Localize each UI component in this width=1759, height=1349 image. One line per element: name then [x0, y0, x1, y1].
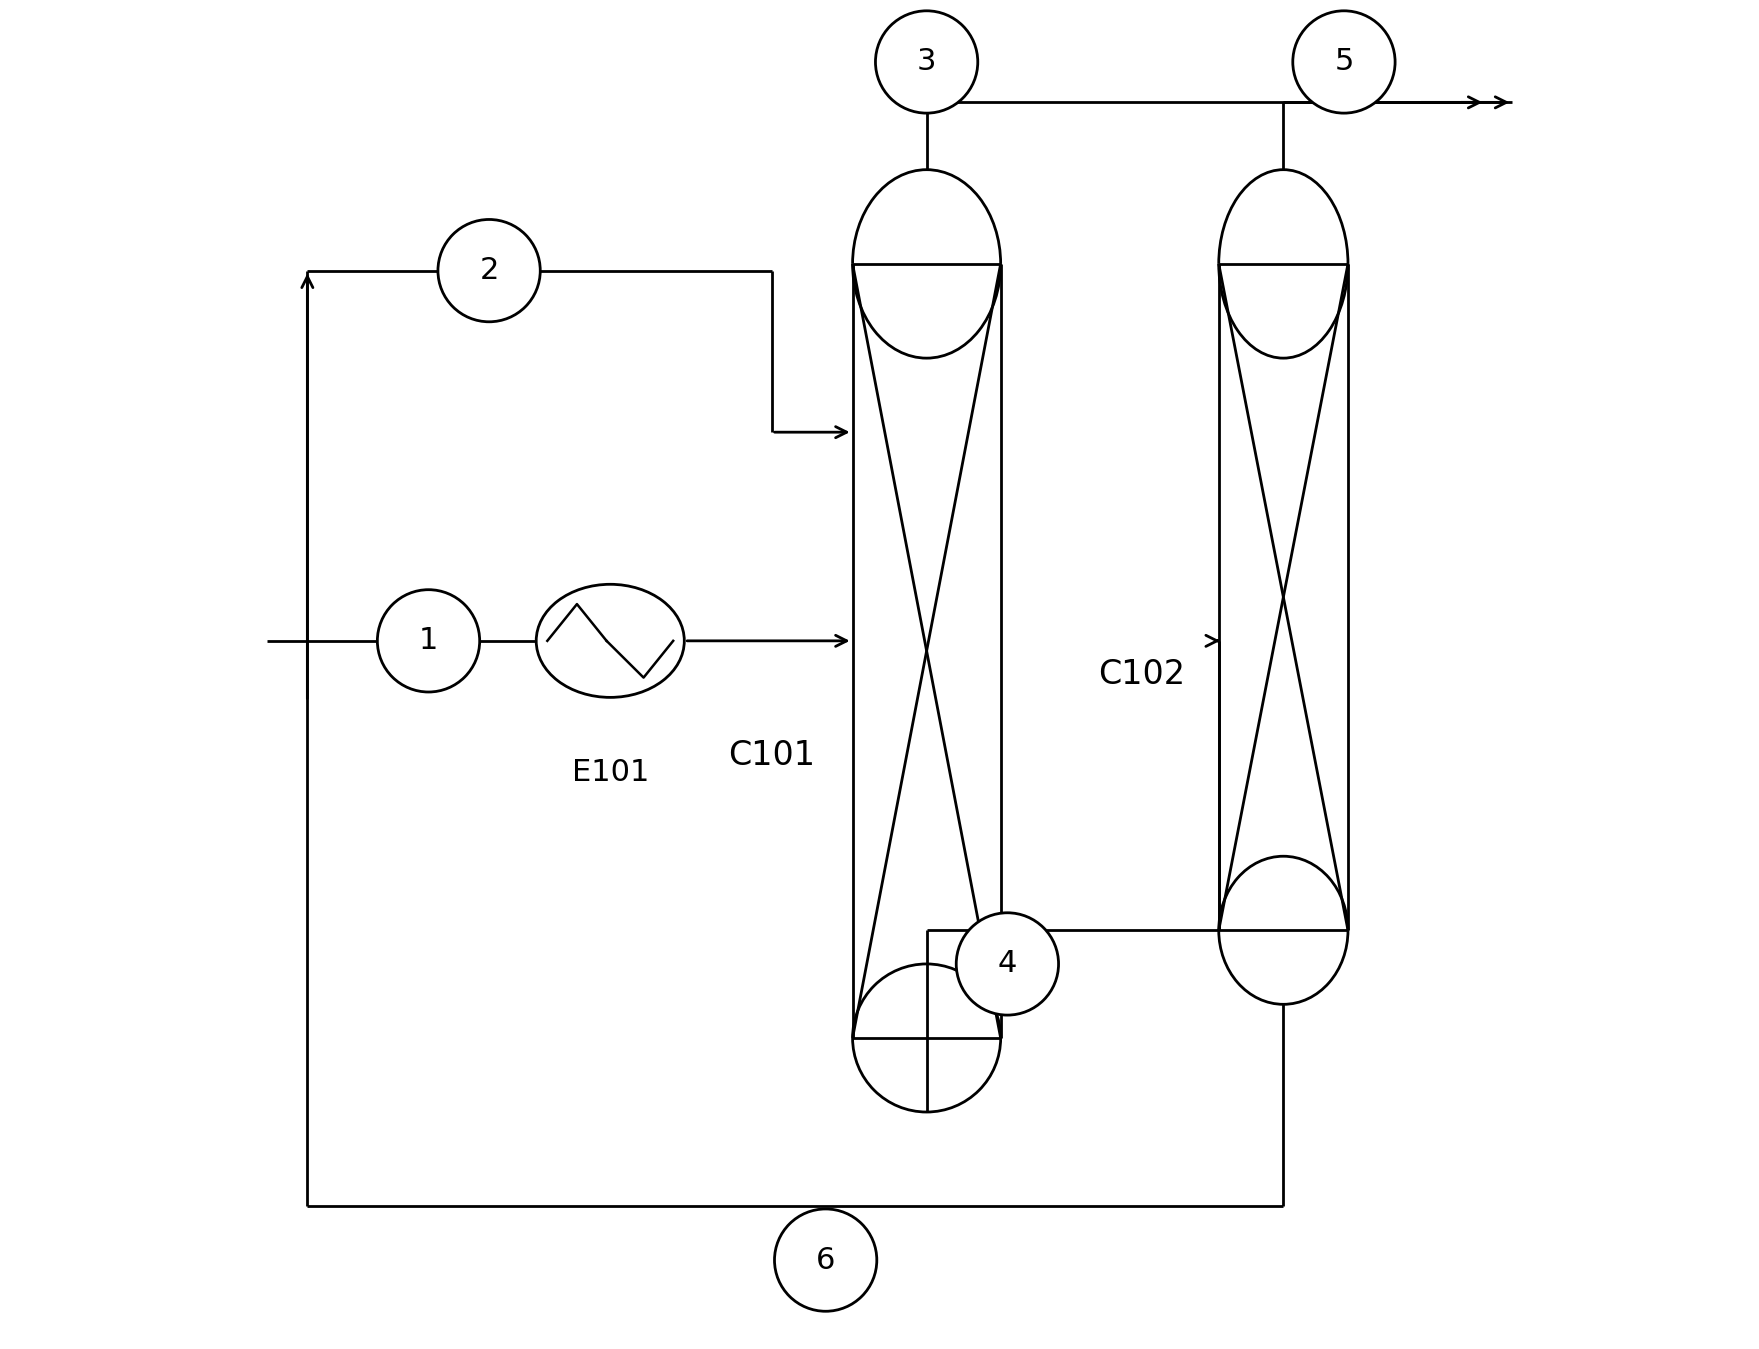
Text: 1: 1 — [419, 626, 438, 656]
Circle shape — [774, 1209, 876, 1311]
Text: 5: 5 — [1335, 47, 1354, 77]
Text: C101: C101 — [728, 739, 816, 772]
Circle shape — [876, 11, 978, 113]
Circle shape — [378, 590, 480, 692]
Text: 6: 6 — [816, 1245, 836, 1275]
Text: E101: E101 — [572, 758, 649, 786]
Circle shape — [957, 913, 1059, 1014]
Text: C102: C102 — [1098, 658, 1186, 691]
Text: 2: 2 — [480, 256, 500, 285]
Text: 3: 3 — [916, 47, 936, 77]
Circle shape — [438, 220, 540, 322]
Text: 4: 4 — [997, 950, 1017, 978]
Circle shape — [1293, 11, 1395, 113]
Ellipse shape — [536, 584, 684, 697]
